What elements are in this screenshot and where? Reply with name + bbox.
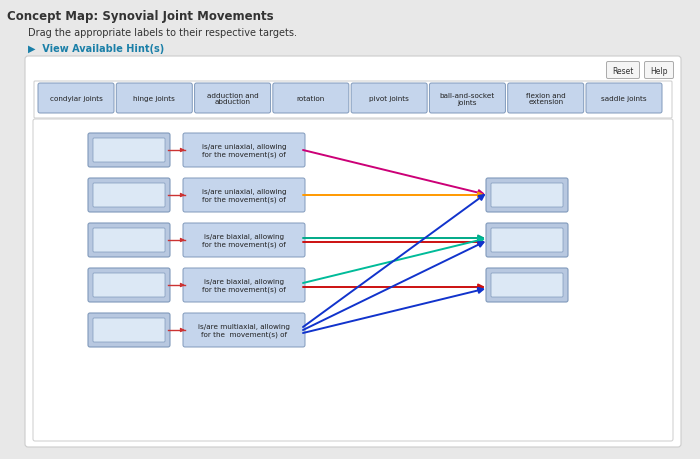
Text: ▶  View Available Hint(s): ▶ View Available Hint(s) [28,44,164,54]
FancyBboxPatch shape [486,269,568,302]
FancyBboxPatch shape [183,179,305,213]
Text: ball-and-socket
joints: ball-and-socket joints [440,92,495,105]
FancyBboxPatch shape [586,84,662,114]
FancyBboxPatch shape [93,318,165,342]
Text: condylar joints: condylar joints [50,96,102,102]
Text: Help: Help [650,67,668,75]
FancyBboxPatch shape [491,229,563,252]
FancyBboxPatch shape [429,84,505,114]
Text: Drag the appropriate labels to their respective targets.: Drag the appropriate labels to their res… [28,28,297,38]
FancyBboxPatch shape [183,134,305,168]
FancyBboxPatch shape [491,274,563,297]
FancyBboxPatch shape [195,84,271,114]
FancyBboxPatch shape [88,313,170,347]
FancyBboxPatch shape [93,229,165,252]
FancyBboxPatch shape [25,57,681,447]
Text: flexion and
extension: flexion and extension [526,92,566,105]
Text: is/are biaxial, allowing
for the movement(s) of: is/are biaxial, allowing for the movemen… [202,234,286,247]
Text: rotation: rotation [297,96,325,102]
FancyBboxPatch shape [93,274,165,297]
Text: hinge joints: hinge joints [133,96,175,102]
FancyBboxPatch shape [183,313,305,347]
FancyBboxPatch shape [273,84,349,114]
Text: saddle joints: saddle joints [601,96,647,102]
FancyBboxPatch shape [351,84,427,114]
FancyBboxPatch shape [183,224,305,257]
Text: Reset: Reset [612,67,634,75]
FancyBboxPatch shape [645,62,673,79]
FancyBboxPatch shape [93,139,165,162]
Text: adduction and
abduction: adduction and abduction [206,92,258,105]
Text: is/are uniaxial, allowing
for the movement(s) of: is/are uniaxial, allowing for the moveme… [202,144,286,157]
FancyBboxPatch shape [183,269,305,302]
FancyBboxPatch shape [491,184,563,207]
Text: Concept Map: Synovial Joint Movements: Concept Map: Synovial Joint Movements [7,10,274,23]
FancyBboxPatch shape [486,179,568,213]
FancyBboxPatch shape [508,84,584,114]
FancyBboxPatch shape [33,120,673,441]
FancyBboxPatch shape [88,224,170,257]
FancyBboxPatch shape [88,269,170,302]
FancyBboxPatch shape [88,134,170,168]
FancyBboxPatch shape [88,179,170,213]
FancyBboxPatch shape [34,82,672,119]
Text: pivot joints: pivot joints [369,96,409,102]
FancyBboxPatch shape [486,224,568,257]
FancyBboxPatch shape [93,184,165,207]
Text: is/are uniaxial, allowing
for the movement(s) of: is/are uniaxial, allowing for the moveme… [202,189,286,202]
FancyBboxPatch shape [38,84,114,114]
Text: is/are biaxial, allowing
for the movement(s) of: is/are biaxial, allowing for the movemen… [202,279,286,292]
FancyBboxPatch shape [116,84,192,114]
FancyBboxPatch shape [606,62,640,79]
Text: is/are multiaxial, allowing
for the  movement(s) of: is/are multiaxial, allowing for the move… [198,324,290,337]
